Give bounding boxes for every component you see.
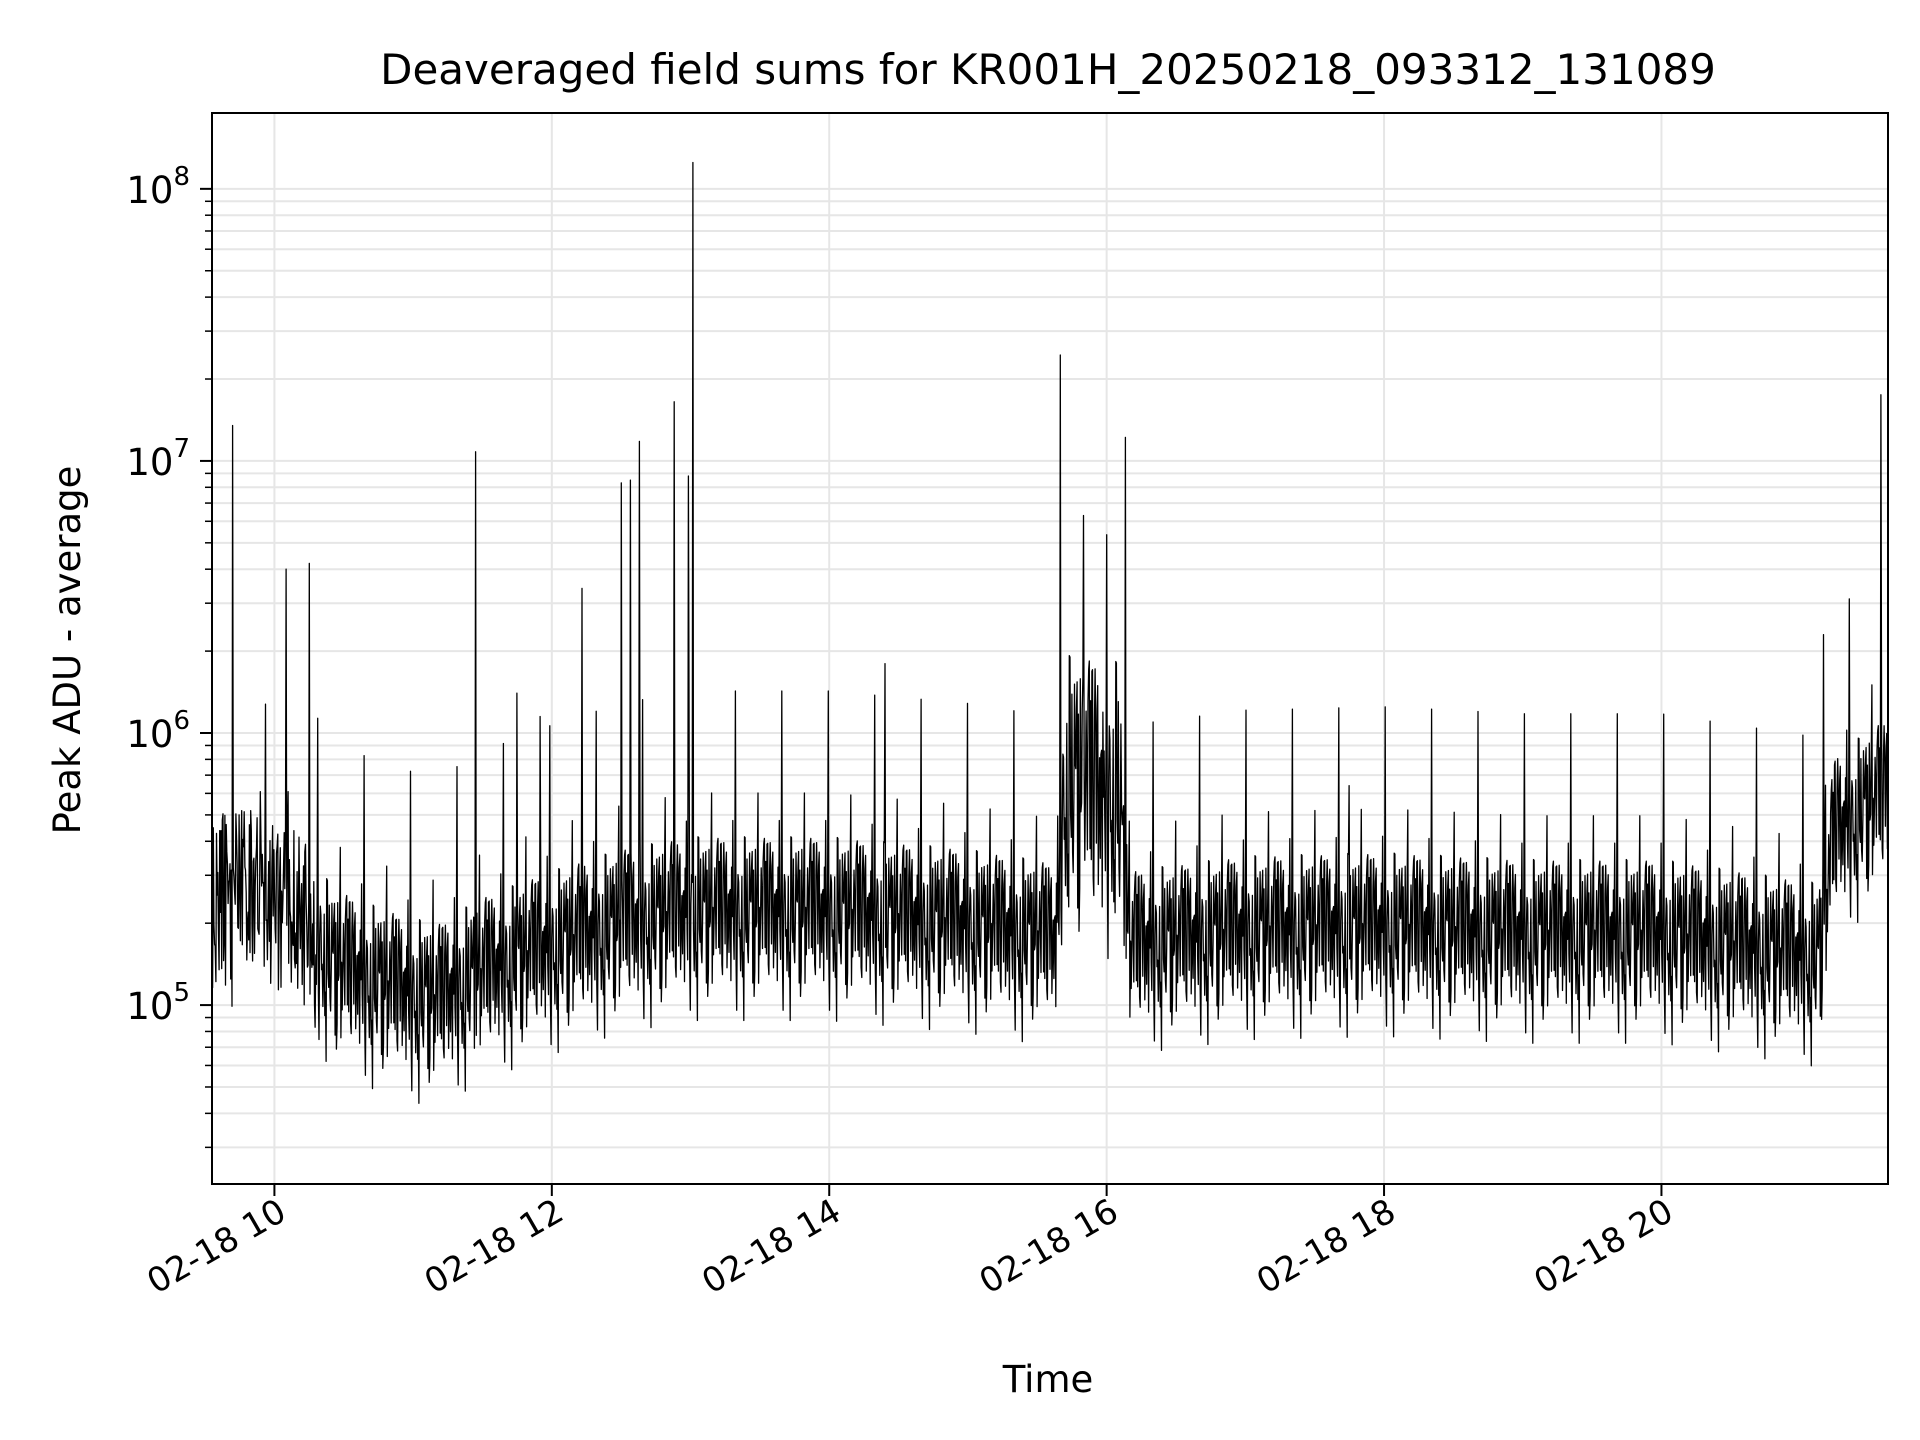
y-tick-label: 106 (126, 706, 190, 756)
series-line (211, 161, 1889, 1104)
x-axis-label: Time (1002, 1358, 1094, 1401)
y-tick-label: 108 (126, 162, 190, 212)
plot-layer (211, 161, 1889, 1104)
plot-frame (211, 112, 1889, 1185)
y-axis-label: Peak ADU - average (46, 466, 89, 835)
y-tick-label: 107 (126, 434, 190, 484)
chart-title: Deaveraged field sums for KR001H_2025021… (380, 45, 1716, 94)
y-tick-label: 105 (126, 978, 190, 1028)
